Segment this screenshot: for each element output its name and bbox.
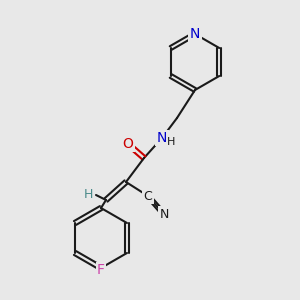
Text: H: H <box>83 188 93 202</box>
Text: C: C <box>144 190 152 202</box>
Text: N: N <box>159 208 169 220</box>
Text: N: N <box>190 27 200 41</box>
Text: N: N <box>157 131 167 145</box>
Text: F: F <box>97 263 105 277</box>
Text: H: H <box>167 137 175 147</box>
Text: O: O <box>123 137 134 151</box>
